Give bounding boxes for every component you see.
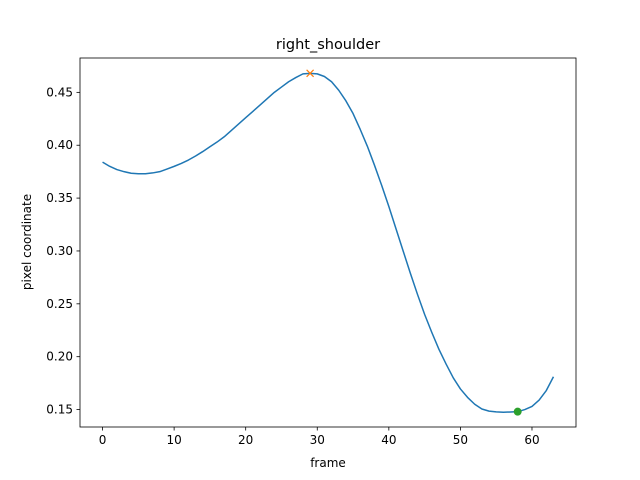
- min-marker: [513, 407, 522, 416]
- y-tick-label: 0.25: [46, 297, 73, 311]
- x-tick-label: 50: [453, 433, 468, 447]
- y-tick-label: 0.15: [46, 403, 73, 417]
- y-tick-label: 0.20: [46, 350, 73, 364]
- y-tick-label: 0.30: [46, 244, 73, 258]
- x-tick-label: 0: [99, 433, 107, 447]
- x-tick-label: 10: [166, 433, 181, 447]
- axes-frame: [79, 57, 577, 428]
- x-tick-label: 30: [310, 433, 325, 447]
- y-tick-label: 0.45: [46, 85, 73, 99]
- y-tick-label: 0.40: [46, 138, 73, 152]
- x-tick-label: 60: [524, 433, 539, 447]
- max-marker: [306, 69, 315, 78]
- x-tick-label: 20: [238, 433, 253, 447]
- chart-title: right_shoulder: [276, 37, 380, 53]
- x-axis-label: frame: [310, 456, 346, 470]
- series-line-0: [102, 72, 555, 413]
- x-tick-label: 40: [381, 433, 396, 447]
- y-tick-label: 0.35: [46, 191, 73, 205]
- plot-area: 0 10 20 30 40 50 60 0.15 0.20 0.25 0.30 0.35 0.40 0.4…: [46, 57, 577, 447]
- y-axis-label: pixel coordinate: [20, 194, 34, 290]
